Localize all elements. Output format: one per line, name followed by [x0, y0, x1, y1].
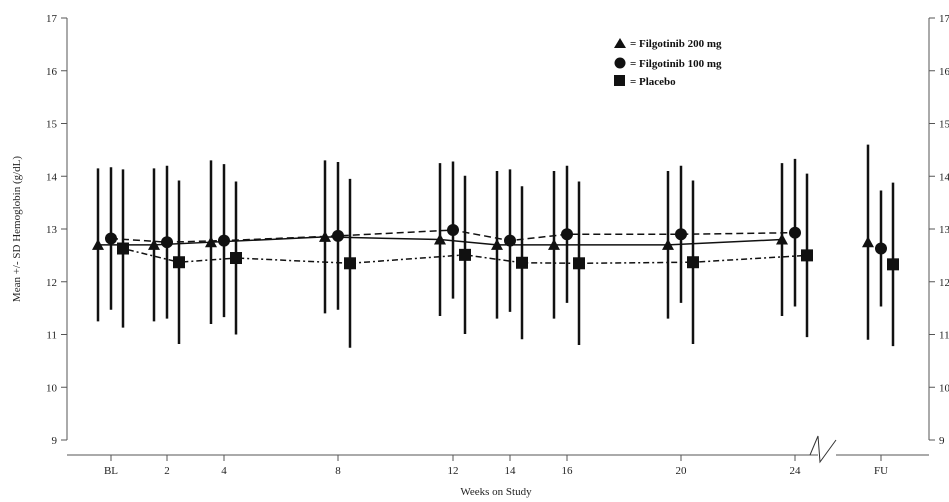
- x-axis-ticks: BL 2 4 8 12 14 16 20 24 FU: [104, 455, 888, 477]
- data-point-circle: [504, 234, 516, 247]
- data-point-circle: [447, 224, 459, 237]
- legend: = Filgotinib 200 mg = Filgotinib 100 mg …: [614, 38, 722, 88]
- data-point-circle: [561, 228, 573, 241]
- data-point-circle: [332, 229, 344, 242]
- y-tick-label: 17: [46, 13, 58, 25]
- y-tick-label-right: 10: [939, 382, 949, 394]
- y-tick-label: 9: [52, 435, 58, 447]
- legend-square-marker: [614, 75, 625, 86]
- y-tick-label-right: 14: [939, 171, 949, 183]
- data-point-triangle: [662, 238, 674, 250]
- x-tick-label: 2: [164, 465, 170, 477]
- data-point-square: [573, 257, 585, 270]
- data-point-circle: [105, 232, 117, 245]
- data-point-square: [173, 256, 185, 269]
- x-tick-label: 16: [562, 465, 574, 477]
- data-point-square: [516, 256, 528, 269]
- data-point-circle: [875, 242, 887, 255]
- legend-label-filgotinib-100: = Filgotinib 100 mg: [630, 58, 722, 70]
- data-point-square: [801, 249, 813, 262]
- axis-break: [809, 435, 837, 464]
- y-tick-label-right: 11: [939, 330, 949, 342]
- data-point-triangle: [862, 236, 874, 248]
- x-tick-label: FU: [874, 465, 888, 477]
- data-point-triangle: [148, 238, 160, 250]
- data-point-circle: [161, 236, 173, 249]
- data-point-triangle: [92, 238, 104, 250]
- series-layer: [92, 144, 899, 348]
- legend-label-filgotinib-200: = Filgotinib 200 mg: [630, 38, 722, 50]
- y-tick-label: 16: [46, 66, 58, 78]
- data-point-square: [459, 248, 471, 261]
- y-tick-label: 15: [46, 119, 58, 131]
- x-tick-label: 12: [448, 465, 459, 477]
- y-tick-label: 10: [46, 382, 58, 394]
- data-point-square: [687, 256, 699, 269]
- legend-triangle-marker: [614, 38, 626, 48]
- x-tick-label: 8: [335, 465, 341, 477]
- x-tick-label: 14: [505, 465, 517, 477]
- data-point-triangle: [434, 233, 446, 245]
- x-tick-label: BL: [104, 465, 118, 477]
- y-axis-ticks: 9 9 10 10 11 11 12 12 13 13 14 14 15 15 16 16 17 17: [46, 13, 949, 447]
- y-tick-label: 12: [46, 277, 57, 289]
- y-tick-label-right: 13: [939, 224, 949, 236]
- data-point-circle: [789, 226, 801, 239]
- legend-circle-marker: [614, 57, 626, 69]
- x-axis-label: Weeks on Study: [460, 486, 532, 498]
- data-point-square: [887, 258, 899, 271]
- data-point-circle: [218, 234, 230, 247]
- y-tick-label-right: 9: [939, 435, 945, 447]
- x-tick-label: 20: [676, 465, 688, 477]
- y-tick-label: 13: [46, 224, 58, 236]
- data-point-triangle: [491, 238, 503, 250]
- data-point-square: [117, 242, 129, 255]
- y-tick-label-right: 15: [939, 119, 949, 131]
- y-tick-label-right: 12: [939, 277, 949, 289]
- data-point-circle: [675, 228, 687, 241]
- data-point-triangle: [548, 238, 560, 250]
- data-point-triangle: [776, 233, 788, 245]
- y-tick-label-right: 16: [939, 66, 949, 78]
- x-tick-label: 4: [221, 465, 227, 477]
- data-point-square: [230, 252, 242, 265]
- y-tick-label-right: 17: [939, 13, 949, 25]
- x-tick-label: 24: [790, 465, 802, 477]
- y-axis-label: Mean +/- SD Hemoglobin (g/dL): [11, 156, 23, 302]
- y-tick-label: 11: [46, 330, 57, 342]
- data-point-square: [344, 257, 356, 270]
- y-tick-label: 14: [46, 171, 58, 183]
- legend-label-placebo: = Placebo: [630, 76, 676, 88]
